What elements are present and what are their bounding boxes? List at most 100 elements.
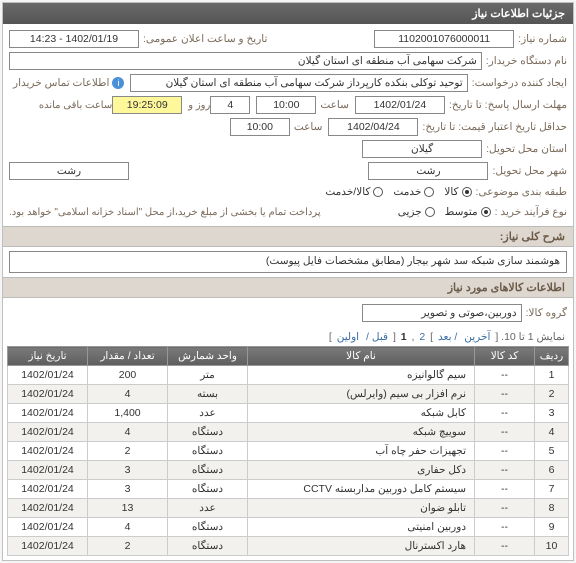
table-cell: 5 xyxy=(535,442,569,461)
ann-datetime-label: تاریخ و ساعت اعلان عمومی: xyxy=(139,33,267,45)
table-cell: 6 xyxy=(535,461,569,480)
radio-option[interactable]: کالا/خدمت xyxy=(325,186,383,198)
table-cell: دستگاه xyxy=(168,461,248,480)
creator-label: ایجاد کننده درخواست: xyxy=(468,77,567,89)
hour-label-2: ساعت xyxy=(290,121,323,133)
province-label: استان محل تحویل: xyxy=(482,143,567,155)
province-field: گیلان xyxy=(362,140,482,158)
table-cell: 1402/01/24 xyxy=(8,480,88,499)
table-row[interactable]: 8--تابلو ضوانعدد131402/01/24 xyxy=(8,499,569,518)
form-area: شماره نیاز: 1102001076000011 تاریخ و ساع… xyxy=(3,24,573,226)
table-header-cell: کد کالا xyxy=(475,347,535,366)
table-cell: 10 xyxy=(535,537,569,556)
credit-date-field: 1402/04/24 xyxy=(328,118,418,136)
table-cell: 3 xyxy=(88,480,168,499)
pager-last[interactable]: آخرین xyxy=(464,331,490,343)
pager-open: [ xyxy=(393,331,396,343)
radio-option[interactable]: کالا xyxy=(444,186,471,198)
table-cell: سیستم کامل دوربین مداربسته CCTV xyxy=(248,480,475,499)
table-cell: 4 xyxy=(88,423,168,442)
items-table: ردیفکد کالانام کالاواحد شمارشتعداد / مقد… xyxy=(7,346,569,556)
table-cell: بسته xyxy=(168,385,248,404)
table-cell: 1 xyxy=(535,366,569,385)
table-cell: 2 xyxy=(88,442,168,461)
table-cell: 13 xyxy=(88,499,168,518)
table-cell: -- xyxy=(475,461,535,480)
pager: نمایش 1 تا 10. [ آخرین / بعد ] 2 , 1 [ ق… xyxy=(7,328,569,346)
table-header-cell: ردیف xyxy=(535,347,569,366)
radio-dot-icon xyxy=(373,187,383,197)
table-row[interactable]: 10--هارد اکسترنالدستگاه21402/01/24 xyxy=(8,537,569,556)
pager-page-2[interactable]: 2 xyxy=(419,331,425,343)
radio-option[interactable]: خدمت xyxy=(393,186,434,198)
radio-dot-icon xyxy=(481,207,491,217)
pager-first[interactable]: اولین xyxy=(337,331,359,343)
table-cell: 1402/01/24 xyxy=(8,404,88,423)
credit-time-field: 10:00 xyxy=(230,118,290,136)
panel-title: جزئیات اطلاعات نیاز xyxy=(3,3,573,24)
radio-option[interactable]: متوسط xyxy=(445,206,491,218)
table-header-cell: تعداد / مقدار xyxy=(88,347,168,366)
category-radio-group: کالا خدمت کالا/خدمت xyxy=(325,186,471,198)
table-cell: 1402/01/24 xyxy=(8,366,88,385)
table-cell: 9 xyxy=(535,518,569,537)
need-desc-header: شرح کلی نیاز: xyxy=(3,226,573,247)
table-cell: دستگاه xyxy=(168,423,248,442)
need-no-field: 1102001076000011 xyxy=(374,30,514,48)
need-desc-box: هوشمند سازی شبکه سد شهر بیجار (مطابق مشخ… xyxy=(9,251,567,273)
table-row[interactable]: 3--کابل شبکهعدد1,4001402/01/24 xyxy=(8,404,569,423)
table-row[interactable]: 5--تجهیزات حفر چاه آبدستگاه21402/01/24 xyxy=(8,442,569,461)
table-cell: 1402/01/24 xyxy=(8,385,88,404)
pager-next[interactable]: / بعد xyxy=(438,331,457,343)
radio-option[interactable]: جزیی xyxy=(398,206,435,218)
table-row[interactable]: 4--سوییچ شبکهدستگاه41402/01/24 xyxy=(8,423,569,442)
city-label: شهر محل تحویل: xyxy=(488,165,567,177)
table-cell: 4 xyxy=(535,423,569,442)
city2-field: رشت xyxy=(9,162,129,180)
table-cell: نرم افزار بی سیم (وایرلس) xyxy=(248,385,475,404)
remain-time-field: 19:25:09 xyxy=(112,96,182,114)
credit-deadline-label: حداقل تاریخ اعتبار قیمت: تا تاریخ: xyxy=(418,121,567,133)
table-header-row: ردیفکد کالانام کالاواحد شمارشتعداد / مقد… xyxy=(8,347,569,366)
table-cell: 8 xyxy=(535,499,569,518)
details-panel: جزئیات اطلاعات نیاز شماره نیاز: 11020010… xyxy=(2,2,574,561)
table-cell: 3 xyxy=(535,404,569,423)
table-cell: -- xyxy=(475,423,535,442)
table-cell: 1402/01/24 xyxy=(8,537,88,556)
table-cell: هارد اکسترنال xyxy=(248,537,475,556)
buyer-org-label: نام دستگاه خریدار: xyxy=(482,55,567,67)
table-cell: 4 xyxy=(88,385,168,404)
table-cell: 3 xyxy=(88,461,168,480)
table-header-cell: تاریخ نیاز xyxy=(8,347,88,366)
pager-page-1[interactable]: 1 xyxy=(401,331,407,343)
table-cell: متر xyxy=(168,366,248,385)
table-row[interactable]: 1--سیم گالوانیزهمتر2001402/01/24 xyxy=(8,366,569,385)
table-cell: عدد xyxy=(168,404,248,423)
table-row[interactable]: 6--دکل حفاریدستگاه31402/01/24 xyxy=(8,461,569,480)
table-cell: عدد xyxy=(168,499,248,518)
city-field: رشت xyxy=(368,162,488,180)
items-header: اطلاعات کالاهای مورد نیاز xyxy=(3,277,573,298)
radio-label: متوسط xyxy=(445,206,478,218)
creator-field: توحید توکلی بنکده کارپرداز شرکت سهامی آب… xyxy=(130,74,467,92)
table-cell: دستگاه xyxy=(168,442,248,461)
radio-label: کالا/خدمت xyxy=(325,186,370,198)
table-row[interactable]: 9--دوربین امنیتیدستگاه41402/01/24 xyxy=(8,518,569,537)
table-cell: -- xyxy=(475,442,535,461)
table-cell: دستگاه xyxy=(168,537,248,556)
table-row[interactable]: 2--نرم افزار بی سیم (وایرلس)بسته41402/01… xyxy=(8,385,569,404)
table-cell: 1402/01/24 xyxy=(8,499,88,518)
radio-label: جزیی xyxy=(398,206,422,218)
table-cell: دستگاه xyxy=(168,518,248,537)
table-cell: کابل شبکه xyxy=(248,404,475,423)
table-cell: 1,400 xyxy=(88,404,168,423)
table-cell: سوییچ شبکه xyxy=(248,423,475,442)
table-cell: -- xyxy=(475,499,535,518)
pager-prev[interactable]: قبل / xyxy=(366,331,388,343)
table-cell: دوربین امنیتی xyxy=(248,518,475,537)
radio-dot-icon xyxy=(462,187,472,197)
table-row[interactable]: 7--سیستم کامل دوربین مداربسته CCTVدستگاه… xyxy=(8,480,569,499)
process-label: نوع فرآیند خرید : xyxy=(491,206,567,218)
contact-link[interactable]: iاطلاعات تماس خریدار xyxy=(9,77,124,89)
table-cell: 4 xyxy=(88,518,168,537)
